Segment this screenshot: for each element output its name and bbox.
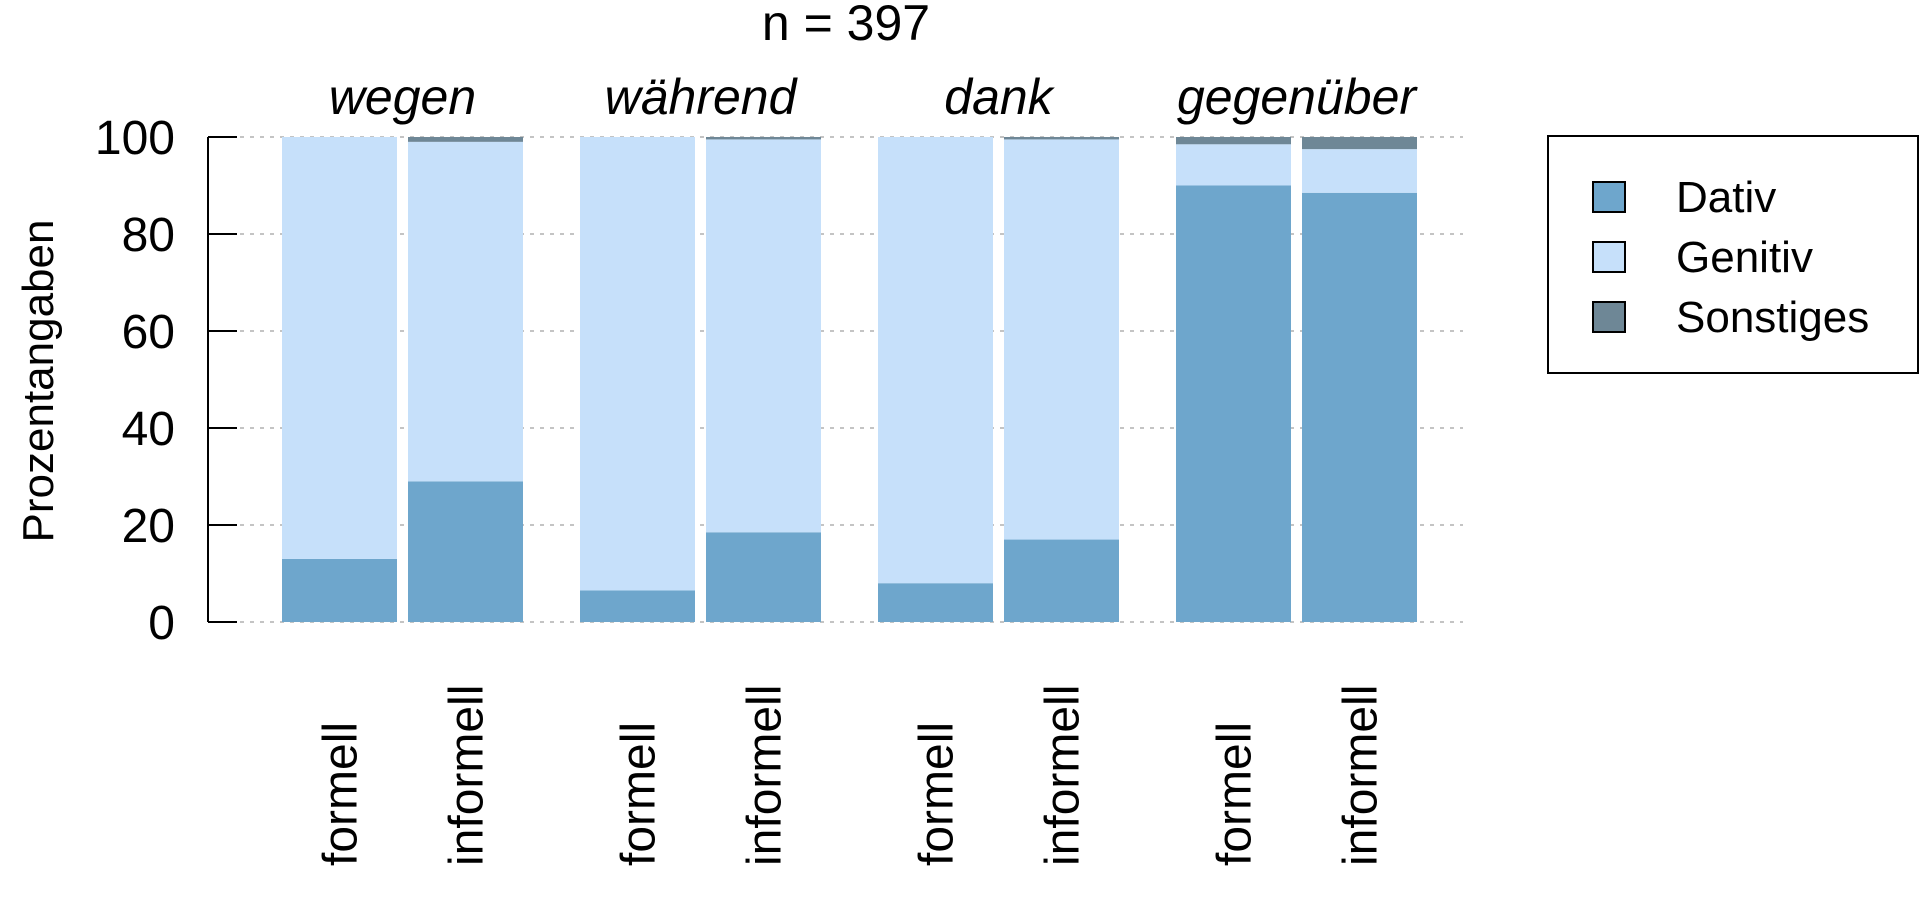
y-axis: 0 20 40 60 80 100 — [95, 112, 237, 650]
bar-segment-sonstiges — [706, 137, 821, 140]
legend-swatch-genitiv — [1592, 241, 1626, 273]
legend-swatch-dativ — [1592, 181, 1626, 213]
bar-segment-dativ — [706, 532, 821, 622]
group-label: wegen — [329, 69, 476, 125]
bar-segment-genitiv — [878, 137, 993, 584]
bar-segment-dativ — [878, 583, 993, 622]
group-labels: wegen während dank gegenüber — [329, 69, 1419, 125]
bar-segment-genitiv — [282, 137, 397, 559]
bar-segment-dativ — [282, 558, 397, 622]
group-label: dank — [944, 69, 1055, 125]
bar-segment-genitiv — [706, 139, 821, 533]
bar-segment-genitiv — [580, 137, 695, 591]
bar-segment-dativ — [1004, 539, 1119, 622]
y-tick-label: 20 — [122, 500, 175, 553]
bar-label: formell — [315, 722, 368, 866]
bar-label: informell — [441, 685, 494, 866]
bar-label: formell — [1209, 722, 1262, 866]
bar-segment-sonstiges — [1302, 137, 1417, 150]
bar-label: informell — [1037, 685, 1090, 866]
bar-segment-sonstiges — [1176, 137, 1291, 145]
bar-segment-sonstiges — [408, 137, 523, 142]
bar-segment-genitiv — [408, 141, 523, 482]
group-label: gegenüber — [1177, 69, 1418, 125]
bar-segment-dativ — [1176, 185, 1291, 622]
y-tick-label: 100 — [95, 112, 175, 165]
y-axis-label: Prozentangaben — [14, 220, 63, 543]
chart-title: n = 397 — [762, 0, 930, 51]
legend-label-genitiv: Genitiv — [1676, 233, 1813, 282]
legend-label-sonstiges: Sonstiges — [1676, 293, 1869, 342]
bar-segment-dativ — [408, 481, 523, 622]
y-tick-label: 80 — [122, 209, 175, 262]
bar-label: formell — [911, 722, 964, 866]
legend: Dativ Genitiv Sonstiges — [1547, 135, 1919, 374]
y-tick-label: 40 — [122, 403, 175, 456]
bar-segment-dativ — [580, 590, 695, 622]
bar-label: informell — [739, 685, 792, 866]
y-tick-label: 60 — [122, 306, 175, 359]
y-tick-label: 0 — [148, 597, 175, 650]
legend-label-dativ: Dativ — [1676, 173, 1776, 222]
bar-labels: formell informell formell informell formell i… — [315, 685, 1388, 866]
legend-swatch-sonstiges — [1592, 301, 1626, 333]
bar-segment-genitiv — [1004, 139, 1119, 540]
group-label: während — [605, 69, 799, 125]
bar-label: formell — [613, 722, 666, 866]
bar-segment-dativ — [1302, 192, 1417, 622]
bar-segment-sonstiges — [1004, 137, 1119, 140]
bar-label: informell — [1335, 685, 1388, 866]
bar-segment-genitiv — [1302, 149, 1417, 193]
bars — [282, 137, 1417, 622]
bar-segment-genitiv — [1176, 144, 1291, 186]
